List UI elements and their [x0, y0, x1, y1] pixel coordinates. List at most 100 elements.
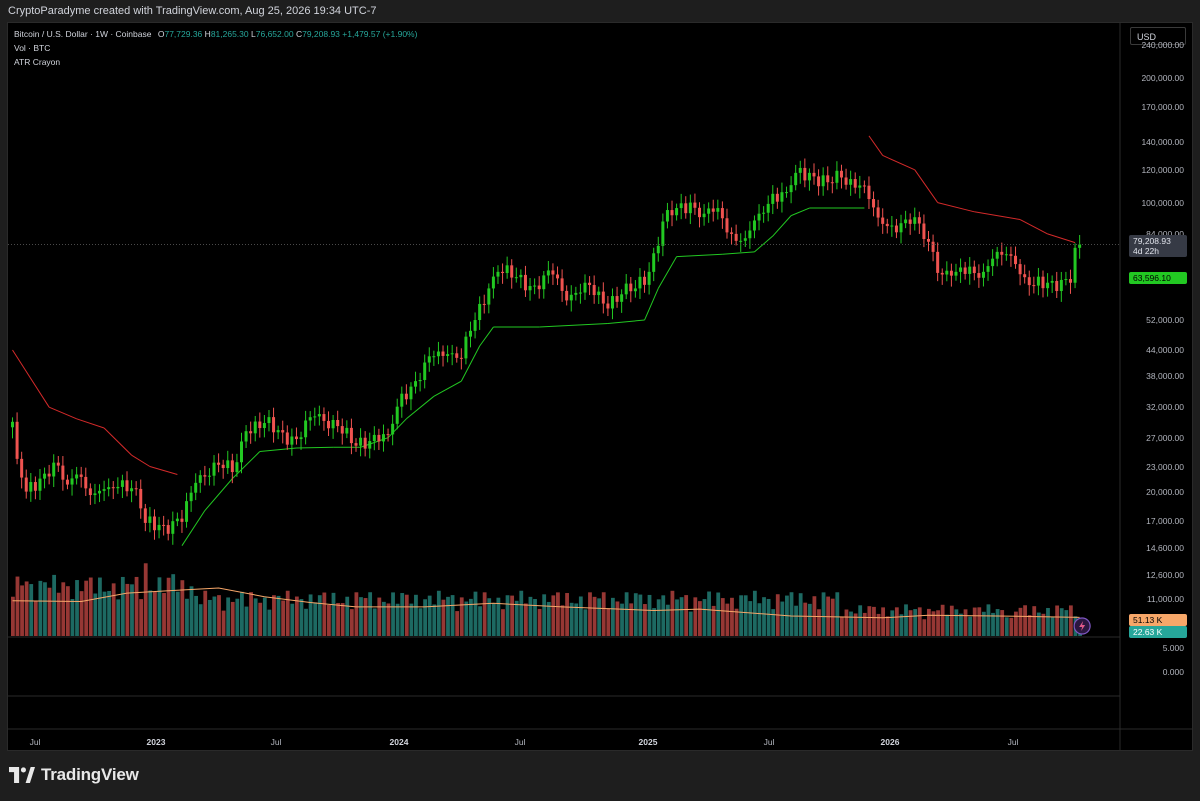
volume-bar: [876, 613, 881, 636]
candle-body: [253, 421, 257, 434]
price-axis-label: 32,000.00: [1146, 402, 1184, 413]
volume-bar: [281, 600, 286, 636]
candle-body: [752, 220, 756, 231]
volume-bar: [711, 605, 716, 636]
candle-body: [785, 192, 789, 194]
price-axis-label: 23,000.00: [1146, 461, 1184, 472]
volume-bar: [890, 610, 895, 636]
volume-bar: [491, 603, 496, 636]
candle-body: [665, 210, 669, 222]
price-axis-label: 170,000.00: [1141, 102, 1184, 113]
volume-bar: [894, 607, 899, 636]
candle-body: [1000, 251, 1004, 255]
volume-bar: [98, 577, 102, 636]
candle-body: [446, 354, 450, 356]
volume-bar: [171, 574, 176, 636]
atr-segment: [539, 323, 608, 328]
chart-frame[interactable]: Bitcoin / U.S. Dollar · 1W · Coinbase O7…: [7, 22, 1193, 751]
candle-body: [189, 492, 193, 502]
volume-bar: [610, 597, 615, 636]
atr-segment: [676, 253, 723, 258]
candle-body: [267, 417, 271, 424]
volume-legend[interactable]: Vol · BTC: [14, 43, 51, 53]
candle-body: [1064, 279, 1068, 281]
volume-bar: [913, 609, 918, 636]
volume-bar: [578, 596, 583, 636]
volume-bar: [867, 606, 872, 636]
volume-bar: [102, 591, 107, 636]
time-axis-label: Jul: [1007, 737, 1019, 747]
volume-bar: [643, 604, 647, 636]
candle-body: [249, 431, 253, 434]
candle-body: [409, 386, 413, 400]
volume-bar: [139, 599, 144, 636]
volume-bar: [134, 576, 139, 636]
candle-body: [867, 185, 871, 200]
atr-segment: [406, 395, 435, 420]
indicator-legend[interactable]: ATR Crayon: [14, 57, 61, 67]
volume-bar: [620, 603, 624, 636]
candle-body: [354, 443, 358, 446]
candle-body: [688, 202, 692, 214]
price-axis-label: 84,000.00: [1146, 228, 1184, 239]
volume-ma-line: [12, 587, 1080, 619]
currency-selector[interactable]: USD: [1130, 27, 1186, 45]
price-axis-label: 12,600.00: [1146, 569, 1184, 580]
candle-body: [368, 441, 372, 449]
candle-body: [79, 474, 83, 477]
candle-body: [294, 436, 298, 440]
volume-bar: [327, 604, 331, 636]
volume-bar: [698, 601, 702, 636]
volume-bar: [592, 596, 597, 636]
tradingview-brand[interactable]: TradingView: [9, 765, 139, 785]
candle-body: [487, 288, 491, 305]
volume-bar: [780, 601, 785, 636]
volume-bar: [528, 596, 533, 636]
volume-bar: [294, 596, 299, 636]
symbol-legend[interactable]: Bitcoin / U.S. Dollar · 1W · Coinbase O7…: [14, 29, 417, 39]
volume-bar: [166, 577, 171, 636]
candle-body: [308, 417, 312, 421]
indicator-axis-label: 0.000: [1162, 667, 1184, 677]
volume-bar: [432, 604, 437, 636]
candle-body: [830, 182, 834, 184]
candle-body: [890, 225, 894, 227]
volume-bar: [794, 605, 798, 636]
volume-bar: [162, 592, 166, 636]
candle-body: [349, 427, 353, 444]
volume-bar: [537, 608, 542, 636]
atr-segment: [259, 447, 297, 453]
candle-body: [904, 219, 908, 224]
volume-bar: [963, 609, 968, 636]
candle-body: [940, 272, 944, 275]
volume-bar: [730, 597, 734, 636]
volume-bar: [290, 603, 295, 636]
ohlc-open-value: 77,729.36: [164, 29, 203, 39]
candle-body: [61, 465, 65, 480]
candle-body: [610, 296, 614, 309]
candle-body: [473, 320, 477, 331]
ohlc-open: O77,729.36: [158, 29, 205, 39]
atr-segment: [103, 427, 132, 456]
volume-bar: [936, 610, 940, 636]
price-axis-label: 20,000.00: [1146, 486, 1184, 497]
candle-body: [276, 430, 280, 433]
chart-canvas[interactable]: [8, 23, 1192, 750]
symbol-title[interactable]: Bitcoin / U.S. Dollar · 1W · Coinbase: [14, 29, 152, 39]
candle-body: [716, 208, 720, 212]
volume-bar: [972, 607, 977, 636]
volume-bar: [230, 601, 235, 636]
candle-body: [826, 175, 830, 183]
atr-segment: [479, 326, 494, 347]
candle-body: [359, 437, 363, 446]
volume-bar: [88, 577, 93, 636]
candle-body: [272, 417, 276, 433]
candle-body: [29, 482, 33, 492]
volume-bar: [949, 605, 954, 636]
volume-bar: [556, 592, 560, 636]
atr-segment: [1019, 219, 1048, 235]
candle-body: [734, 233, 738, 241]
candle-body: [908, 219, 912, 224]
candle-body: [968, 266, 972, 274]
volume-bar: [629, 603, 634, 636]
